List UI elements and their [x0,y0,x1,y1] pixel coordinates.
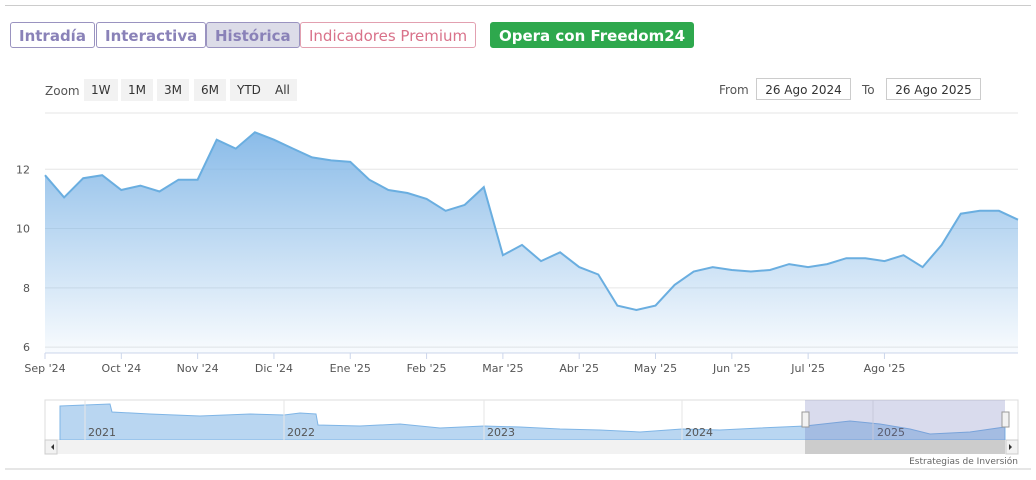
x-tick-label: Oct '24 [102,362,142,375]
x-tick-label: Jun '25 [712,362,751,375]
navigator-year: 2021 [88,426,116,439]
zoom-button[interactable]: 6M [194,79,226,101]
navigator-handle[interactable] [801,411,810,428]
x-tick-label: Ene '25 [330,362,371,375]
navigator-year: 2024 [685,426,713,439]
x-tick-label: Dic '24 [255,362,293,375]
series-line [44,131,1019,312]
zoom-label: Zoom [45,84,80,98]
from-input[interactable]: 26 Ago 2024 [756,78,851,100]
x-tick-label: Feb '25 [407,362,447,375]
premium-button[interactable]: Indicadores Premium [300,22,477,48]
tab-button[interactable]: Interactiva [96,22,207,48]
to-input[interactable]: 26 Ago 2025 [886,78,981,100]
tab-button[interactable]: Intradía [10,22,95,48]
y-tick-label: 8 [23,282,30,295]
credit: Estrategias de Inversión [909,456,1018,467]
zoom-button[interactable]: 1M [121,79,153,101]
x-tick-label: Ago '25 [864,362,906,375]
navigator-series [59,403,1006,441]
zoom-button[interactable]: YTD [230,79,268,101]
x-tick-label: Nov '24 [177,362,219,375]
navigator-handle[interactable] [1001,411,1010,428]
series-area [45,132,1018,353]
zoom-button[interactable]: 3M [157,79,189,101]
zoom-button[interactable]: All [268,79,297,101]
from-label: From [719,83,749,97]
navigator-year: 2023 [487,426,515,439]
y-tick-label: 12 [16,163,30,176]
scrollbar-thumb[interactable] [805,440,1005,454]
top-rule [5,5,1031,6]
navigator-selection[interactable] [805,400,1005,440]
x-tick-label: Jul '25 [790,362,825,375]
y-tick-label: 6 [23,341,30,354]
navigator: 2021 2022 2023 2024 2025 [44,399,1019,455]
x-tick-label: Abr '25 [559,362,599,375]
navigator-year: 2025 [877,426,905,439]
x-tick-label: Mar '25 [482,362,523,375]
x-tick-label: Sep '24 [24,362,65,375]
to-label: To [862,83,875,97]
y-tick-label: 10 [16,223,30,236]
tab-button[interactable]: Histórica [206,22,300,48]
x-tick-label: May '25 [634,362,677,375]
navigator-year: 2022 [287,426,315,439]
zoom-button[interactable]: 1W [84,79,118,101]
scrollbar-track[interactable] [45,440,1018,454]
broker-button[interactable]: Opera con Freedom24 [490,22,695,48]
